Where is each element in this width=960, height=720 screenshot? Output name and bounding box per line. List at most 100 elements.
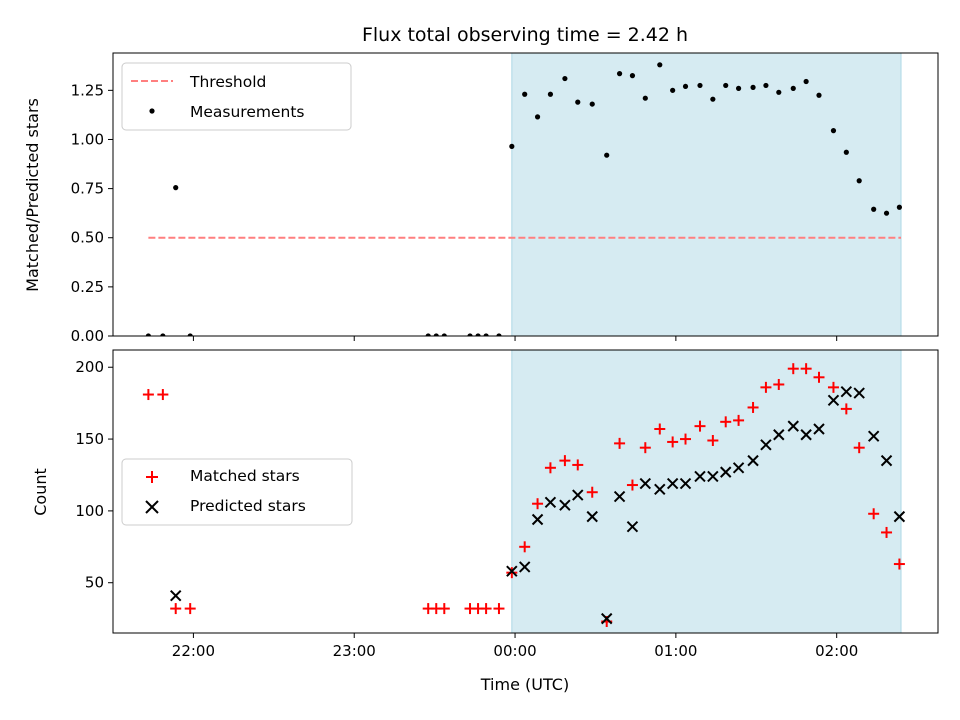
measurement-point bbox=[856, 178, 862, 184]
matched-stars-point bbox=[639, 442, 651, 454]
measurement-point bbox=[883, 210, 890, 216]
measurement-point bbox=[145, 333, 151, 336]
predicted-stars-point bbox=[679, 477, 692, 490]
legend-matched-swatch bbox=[146, 471, 158, 483]
predicted-stars-point bbox=[694, 470, 706, 483]
measurement-point bbox=[803, 78, 809, 85]
legend-matched-label: Matched stars bbox=[190, 467, 300, 485]
measurement-point bbox=[776, 89, 782, 95]
measurement-point bbox=[763, 82, 769, 89]
predicted-stars-point bbox=[800, 429, 812, 441]
shaded-region bbox=[511, 349, 902, 634]
matched-stars-point bbox=[720, 416, 732, 428]
top-legend: Threshold Measurements bbox=[121, 62, 352, 131]
predicted-stars-point bbox=[506, 565, 518, 577]
matched-stars-point bbox=[680, 433, 692, 445]
y-tick-label: 0.00 bbox=[71, 327, 104, 345]
bottom-y-axis-label: Count bbox=[31, 468, 50, 516]
measurement-point bbox=[670, 87, 676, 93]
measurement-point bbox=[642, 95, 648, 101]
legend-measurements-swatch bbox=[149, 108, 155, 114]
matched-stars-point bbox=[707, 435, 719, 447]
matched-stars-point bbox=[840, 403, 852, 415]
shaded-region bbox=[511, 52, 902, 337]
legend-threshold-label: Threshold bbox=[189, 73, 266, 91]
measurement-point bbox=[562, 75, 568, 82]
measurement-point bbox=[790, 85, 796, 91]
predicted-stars-point bbox=[639, 477, 652, 490]
predicted-stars-point bbox=[613, 490, 626, 503]
matched-stars-point bbox=[184, 603, 196, 615]
predicted-stars-point bbox=[601, 612, 613, 625]
bottom-shaded-observing-window bbox=[511, 349, 902, 634]
measurement-point bbox=[616, 71, 623, 77]
legend-predicted-swatch bbox=[145, 500, 159, 514]
predicted-stars-point bbox=[827, 394, 840, 406]
bottom-axes-frame bbox=[112, 349, 939, 634]
measurement-point bbox=[425, 333, 431, 336]
matched-stars-point bbox=[853, 442, 865, 454]
measurement-point bbox=[467, 333, 473, 336]
matched-stars-point bbox=[694, 420, 706, 432]
measurement-point bbox=[750, 84, 756, 90]
predicted-stars-point bbox=[813, 423, 825, 435]
predicted-stars-point bbox=[720, 466, 732, 478]
top-y-ticks: 0.00 0.25 0.50 0.75 1.00 1.25 bbox=[71, 81, 113, 345]
matched-stars-point bbox=[827, 381, 839, 393]
matched-stars-point bbox=[893, 558, 905, 570]
matched-stars-point bbox=[519, 541, 531, 553]
y-tick-label: 0.25 bbox=[71, 278, 104, 296]
bottom-x-ticks: 22:00 23:00 00:00 01:00 02:00 bbox=[172, 633, 858, 660]
bottom-legend-box bbox=[121, 458, 353, 526]
measurement-point bbox=[575, 99, 581, 105]
predicted-stars-point bbox=[893, 510, 906, 523]
measurement-point bbox=[160, 333, 166, 336]
matched-stars-point bbox=[493, 603, 505, 615]
y-tick-label: 0.50 bbox=[71, 229, 104, 247]
predicted-stars-point bbox=[787, 420, 799, 432]
y-tick-label: 150 bbox=[75, 430, 104, 448]
top-axes-frame bbox=[112, 52, 939, 337]
matched-stars-point bbox=[813, 371, 825, 383]
matched-stars-point bbox=[868, 508, 880, 520]
measurement-point bbox=[723, 82, 729, 89]
predicted-stars-point bbox=[626, 520, 639, 533]
measurement-point bbox=[896, 204, 903, 210]
measurement-point bbox=[534, 114, 541, 120]
x-axis-label: Time (UTC) bbox=[480, 675, 569, 694]
x-tick-label: 23:00 bbox=[333, 642, 376, 660]
predicted-stars-point bbox=[559, 499, 571, 511]
measurement-point bbox=[843, 149, 849, 155]
measurement-point bbox=[657, 62, 663, 68]
matched-stars-point bbox=[787, 363, 799, 375]
y-tick-label: 50 bbox=[85, 574, 104, 592]
predicted-stars-point bbox=[544, 496, 557, 508]
y-tick-label: 0.75 bbox=[71, 180, 104, 198]
bottom-plot-marks bbox=[142, 363, 906, 628]
measurement-point bbox=[441, 333, 447, 336]
matched-stars-point bbox=[654, 423, 666, 435]
measurement-point bbox=[604, 152, 610, 158]
predicted-stars-point bbox=[732, 462, 745, 474]
measurement-point bbox=[589, 101, 595, 107]
top-shaded-observing-window bbox=[511, 52, 902, 337]
x-tick-label: 01:00 bbox=[654, 642, 697, 660]
predicted-stars-point bbox=[666, 477, 679, 490]
measurement-point bbox=[830, 128, 837, 134]
measurement-point bbox=[509, 143, 515, 149]
measurement-point bbox=[871, 206, 877, 212]
top-x-ticks bbox=[192, 336, 838, 341]
matched-stars-point bbox=[157, 389, 169, 401]
matched-stars-point bbox=[614, 437, 626, 449]
measurement-point bbox=[697, 82, 703, 89]
matched-stars-point bbox=[881, 526, 893, 538]
measurement-point bbox=[547, 91, 554, 97]
measurement-point bbox=[496, 333, 502, 336]
matched-stars-point bbox=[760, 381, 772, 393]
measurement-point bbox=[187, 333, 193, 336]
predicted-stars-point bbox=[840, 385, 853, 398]
measurement-point bbox=[710, 96, 716, 102]
measurement-point bbox=[629, 73, 636, 79]
measurement-point bbox=[522, 91, 528, 97]
